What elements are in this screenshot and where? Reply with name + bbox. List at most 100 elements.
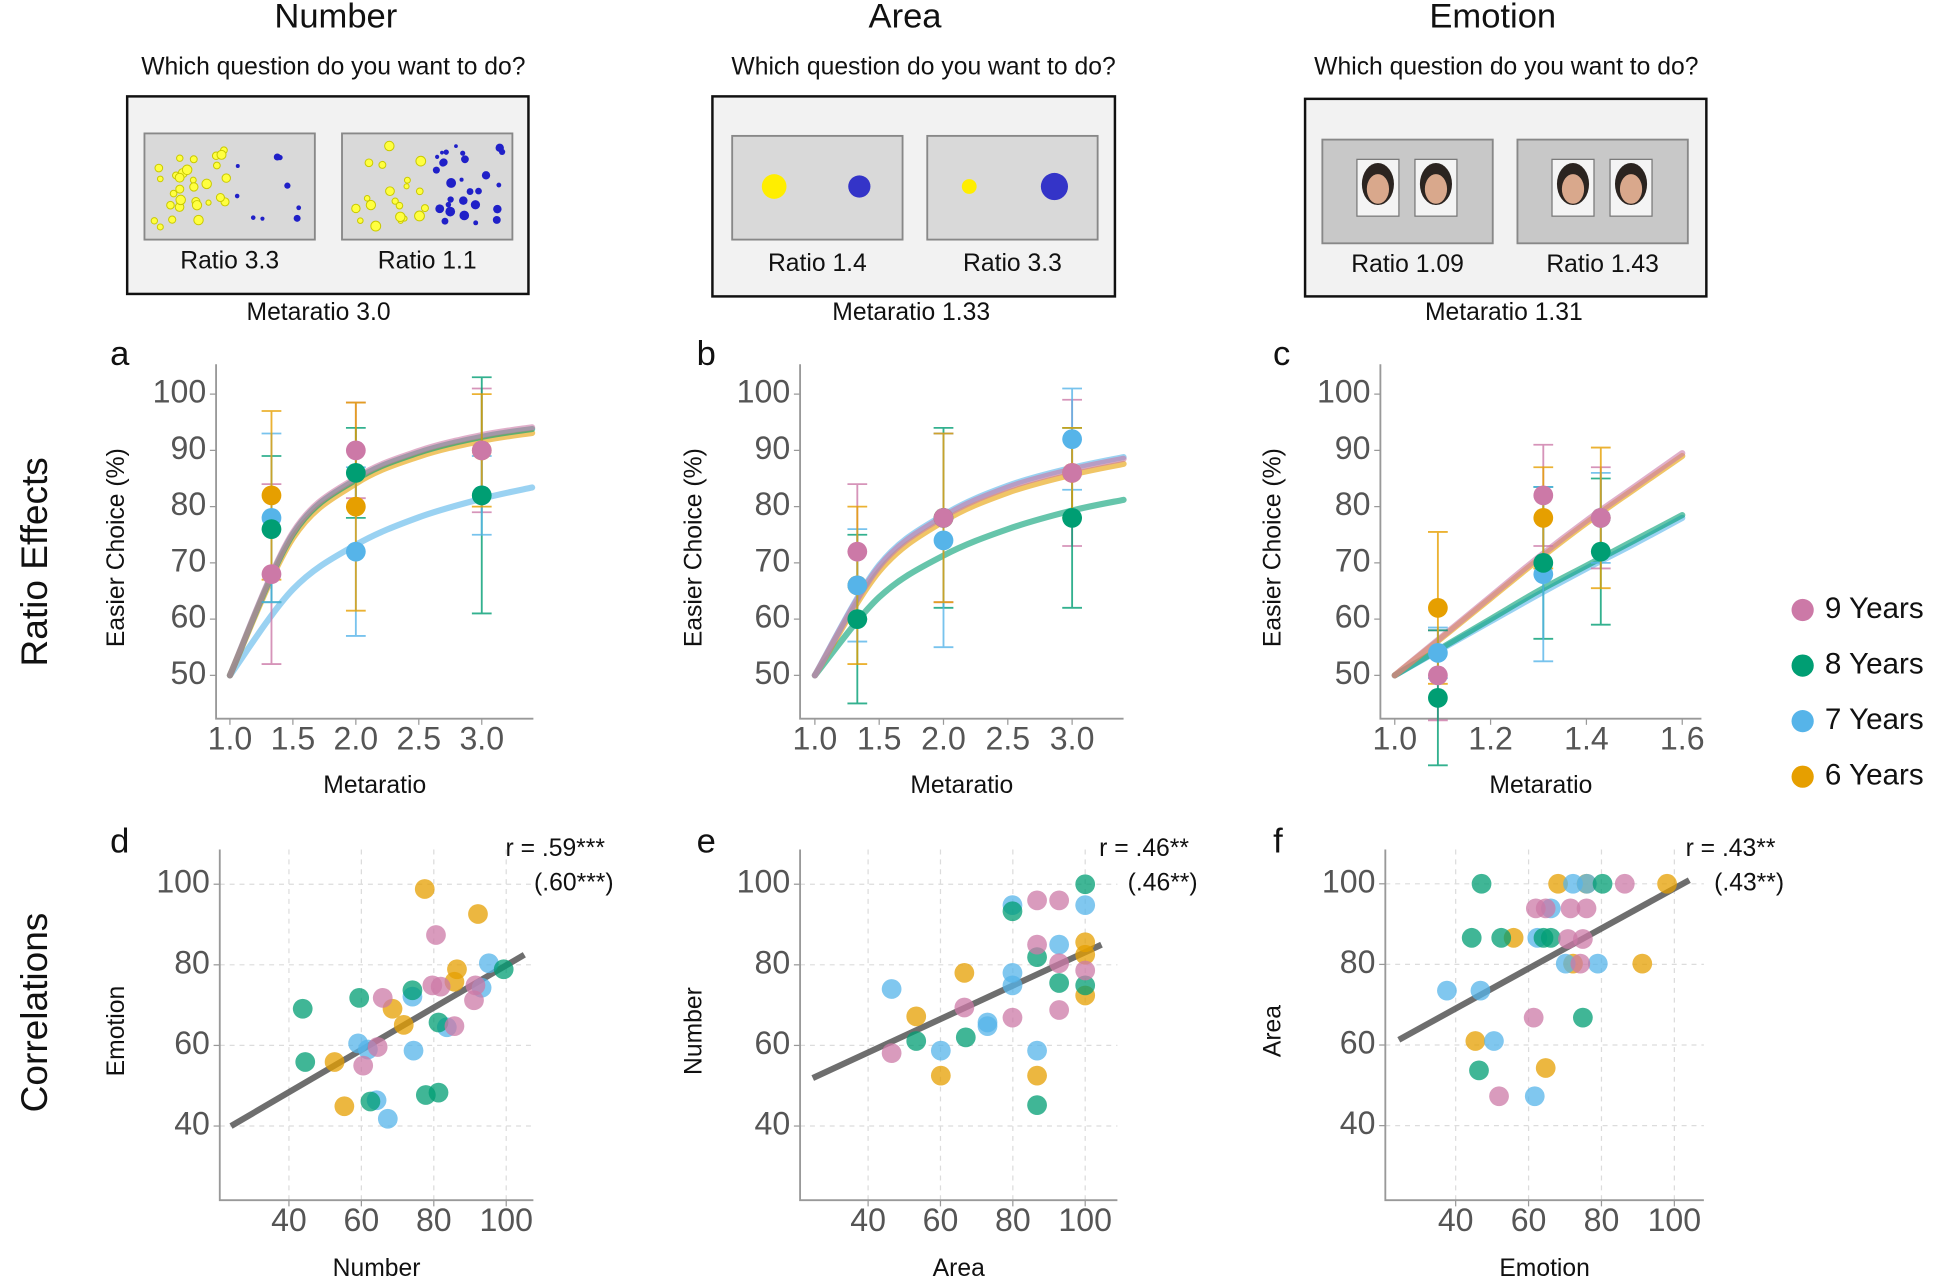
yellow-dot <box>363 195 371 202</box>
blue-dot <box>454 144 458 148</box>
legend-label: 8 Years <box>1825 647 1924 680</box>
y-tick-label: 100 <box>737 864 791 900</box>
yellow-dot <box>156 175 164 183</box>
x-tick-label: 40 <box>1438 1202 1474 1238</box>
point <box>1533 485 1554 506</box>
point <box>349 987 370 1008</box>
x-tick-label: 40 <box>850 1202 886 1238</box>
legend-label: 6 Years <box>1825 759 1924 792</box>
blue-dot <box>481 171 491 180</box>
legend-dot <box>1791 598 1814 622</box>
stat-annotation: r = .43** <box>1686 835 1776 862</box>
stat-annotation: (.60***) <box>534 870 614 897</box>
stat-annotation: r = .46** <box>1099 835 1189 862</box>
metaratio: Metaratio 1.33 <box>832 299 990 326</box>
blue-dot <box>234 193 240 199</box>
x-tick-label: 80 <box>995 1202 1031 1238</box>
x-tick-label: 1.0 <box>208 720 253 756</box>
y-tick-label: 60 <box>755 1025 791 1061</box>
point <box>1489 1086 1509 1107</box>
yellow-dot <box>189 182 199 192</box>
point <box>954 963 975 983</box>
point <box>1576 898 1597 919</box>
face-skin <box>1561 174 1585 204</box>
yellow-dot <box>175 194 186 206</box>
blue-dot <box>447 196 454 203</box>
stimuli <box>125 95 1708 298</box>
point <box>426 925 446 945</box>
point <box>1523 1007 1544 1028</box>
yellow-dot <box>378 160 387 169</box>
point <box>493 959 514 980</box>
yellow-dot <box>415 155 427 167</box>
y-tick-label: 60 <box>170 599 206 635</box>
y-tick-label: 80 <box>170 486 206 522</box>
y-tick-label: 100 <box>153 374 207 410</box>
regression-line <box>1397 877 1691 1043</box>
point <box>1572 929 1593 949</box>
point <box>1590 541 1611 562</box>
point <box>906 1006 927 1027</box>
point <box>444 1016 465 1036</box>
point <box>1428 597 1448 618</box>
blue-dot <box>432 166 440 174</box>
point <box>428 1012 449 1033</box>
yellow-dot <box>403 176 411 184</box>
axis-line <box>799 849 1118 1202</box>
yellow-dot <box>181 164 193 176</box>
x-axis-title: Emotion <box>1499 1255 1590 1282</box>
point <box>1572 1007 1593 1028</box>
legend-dot <box>1791 654 1814 677</box>
axis-line <box>218 849 534 1202</box>
point <box>933 530 954 551</box>
point <box>478 953 499 974</box>
y-tick-label: 70 <box>1335 542 1371 578</box>
point <box>1062 429 1082 449</box>
point <box>1558 929 1578 949</box>
point <box>1075 944 1096 965</box>
yellow-dot <box>391 197 399 205</box>
option-panel <box>341 132 514 241</box>
blue-dot <box>273 153 281 161</box>
point <box>471 485 492 506</box>
x-tick-label: 1.6 <box>1660 720 1705 756</box>
point <box>1533 552 1554 573</box>
yellow-dot <box>176 154 184 162</box>
yellow-dot <box>384 140 395 152</box>
x-tick-label: 2.0 <box>334 720 379 756</box>
face-skin <box>1366 174 1390 204</box>
option-caption: Ratio 1.43 <box>1546 251 1659 278</box>
y-tick-label: 50 <box>755 655 791 691</box>
x-tick-label: 2.0 <box>921 720 966 756</box>
axis-line <box>1379 364 1702 720</box>
point <box>1049 934 1070 955</box>
point <box>334 1096 355 1117</box>
yellow-dot <box>216 149 227 160</box>
y-tick-label: 80 <box>1340 944 1376 980</box>
yellow-dot <box>395 211 406 223</box>
y-tick-label: 40 <box>174 1106 210 1142</box>
yellow-dot <box>150 217 159 225</box>
yellow-dot <box>365 199 377 211</box>
blue-blob <box>848 175 871 198</box>
yellow-dot <box>201 178 212 190</box>
blue-dot <box>445 201 452 208</box>
point <box>1533 507 1554 528</box>
point <box>1428 687 1448 708</box>
x-tick-label: 2.5 <box>396 720 441 756</box>
point <box>393 1014 414 1035</box>
blue-dot <box>496 182 502 188</box>
point <box>465 975 486 996</box>
blue-dot <box>470 200 481 210</box>
legend-dot <box>1791 765 1814 788</box>
point <box>1075 874 1096 895</box>
point <box>1437 980 1457 1001</box>
point <box>1614 873 1635 894</box>
point <box>847 575 868 596</box>
point <box>881 979 902 999</box>
y-tick-label: 80 <box>755 944 791 980</box>
option-panel <box>926 134 1099 241</box>
y-axis-title: Easier Choice (%) <box>103 448 130 647</box>
yellow-dot <box>351 203 361 214</box>
